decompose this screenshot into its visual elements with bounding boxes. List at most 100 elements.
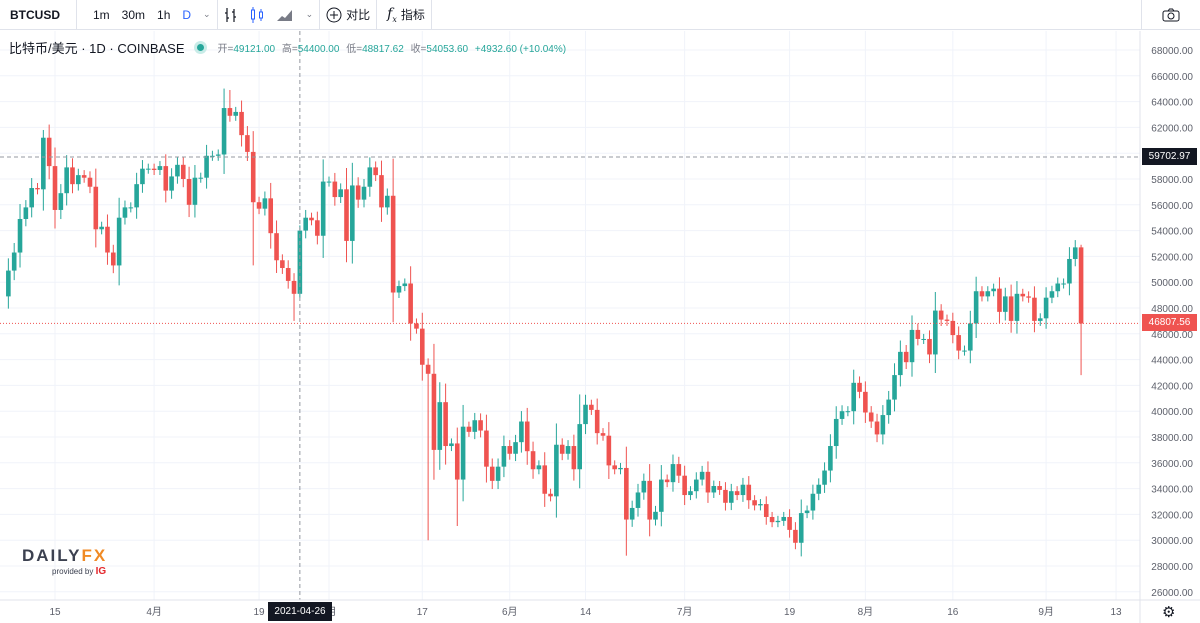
interval-1m[interactable]: 1m — [93, 7, 110, 22]
candle-body — [659, 479, 664, 512]
candle-body — [921, 338, 926, 340]
candle-body — [175, 164, 180, 177]
candle — [863, 381, 868, 423]
candle — [1002, 287, 1008, 321]
candle — [798, 499, 804, 557]
candle-body — [647, 480, 652, 520]
candle-body — [752, 500, 757, 506]
bar-chart-type-icon[interactable] — [218, 0, 244, 30]
candle — [122, 200, 128, 225]
snapshot-camera-icon[interactable] — [1142, 0, 1200, 30]
low-label: 低= — [346, 44, 363, 55]
candle-body — [204, 155, 209, 178]
candle-body — [600, 433, 606, 436]
candle-body — [46, 137, 52, 167]
time-tick-label: 16 — [947, 607, 959, 618]
candle — [594, 398, 600, 445]
candle — [175, 157, 180, 184]
logo-ig: IG — [95, 566, 107, 577]
candle — [577, 394, 582, 489]
candle-body — [326, 181, 332, 183]
candle — [215, 149, 221, 161]
candle-body — [933, 310, 938, 355]
candle-body — [711, 486, 717, 493]
time-tick-label: 17 — [417, 607, 429, 618]
candle-body — [501, 446, 507, 467]
candle — [589, 399, 594, 415]
candle-body — [309, 217, 314, 221]
candle-body — [886, 399, 891, 416]
indicators-button[interactable]: fx 指标 — [377, 0, 431, 30]
candle — [612, 460, 617, 475]
close-value: 54053.60 — [426, 44, 469, 55]
candle — [624, 446, 629, 556]
chart-settings-gear-icon[interactable]: ⚙ — [1162, 604, 1176, 621]
candle — [449, 438, 454, 452]
candle — [460, 404, 466, 502]
price-axis: 68000.0066000.0064000.0062000.0060000.00… — [1139, 31, 1193, 623]
candle — [29, 178, 34, 218]
candle-body — [577, 424, 582, 470]
candle-body — [1037, 318, 1043, 321]
top-toolbar: BTCUSD 1m 30m 1h D ⌄ ⌄ 对比 fx 指标 — [0, 0, 1200, 30]
candle-body — [880, 415, 886, 435]
candle-body — [180, 164, 186, 179]
candle — [274, 220, 279, 273]
candle-body — [11, 252, 17, 271]
candle-body — [414, 323, 419, 329]
candle-body — [641, 480, 647, 493]
compare-label: 对比 — [346, 8, 371, 22]
candle — [857, 376, 862, 399]
price-tick-label: 38000.00 — [1151, 433, 1193, 444]
candle — [1032, 286, 1037, 333]
candle-body — [41, 137, 46, 190]
candle-body — [268, 198, 274, 234]
price-tick-label: 50000.00 — [1151, 278, 1193, 289]
area-chart-type-icon[interactable] — [270, 0, 300, 30]
candle-body — [1020, 293, 1026, 297]
candle — [437, 382, 443, 470]
candle-body — [1002, 296, 1008, 312]
interval-dropdown-chevron-icon[interactable]: ⌄ — [203, 9, 211, 19]
candle — [1049, 285, 1055, 304]
candle — [944, 314, 950, 326]
candle — [466, 421, 472, 437]
candle-body — [589, 404, 594, 410]
divider — [376, 0, 378, 30]
candle — [962, 345, 967, 356]
candle-body — [507, 446, 513, 454]
candle-body — [355, 185, 361, 200]
symbol-search-button[interactable]: BTCUSD — [10, 7, 60, 22]
candle — [70, 158, 75, 194]
candle — [746, 476, 752, 509]
candles-chart-type-icon[interactable] — [244, 0, 270, 30]
interval-d[interactable]: D — [182, 7, 192, 22]
divider — [216, 0, 218, 30]
candle — [58, 184, 64, 220]
candle — [629, 500, 635, 527]
candle-body — [629, 507, 635, 520]
interval-30m[interactable]: 30m — [121, 7, 146, 22]
candle-body — [449, 443, 454, 447]
candle — [81, 170, 87, 183]
candle — [892, 363, 897, 412]
candle-body — [495, 466, 501, 481]
candle — [822, 462, 827, 493]
candle-body — [851, 382, 857, 412]
chart-type-chevron-icon[interactable]: ⌄ — [305, 9, 314, 19]
candle-body — [612, 465, 617, 470]
candle — [41, 129, 46, 211]
compare-button[interactable]: 对比 — [320, 0, 376, 30]
candle-body — [618, 467, 623, 470]
candle — [1043, 287, 1049, 329]
candle — [408, 266, 413, 341]
candle-body — [431, 373, 437, 450]
candle-body — [968, 323, 973, 351]
candle — [903, 345, 909, 370]
candle-body — [361, 186, 367, 200]
candle — [11, 242, 17, 281]
change-value: +4932.60 (+10.04%) — [474, 44, 567, 55]
candle-body — [291, 280, 297, 294]
interval-1h[interactable]: 1h — [157, 7, 171, 22]
